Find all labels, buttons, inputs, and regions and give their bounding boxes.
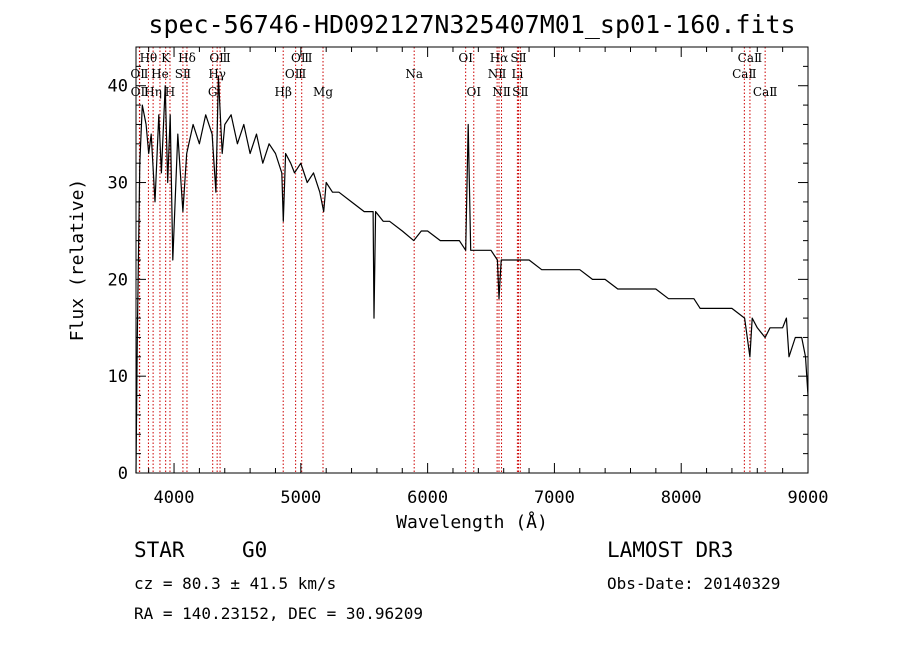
line-label-7: SⅡ <box>175 67 191 81</box>
line-label-21: NⅡ <box>492 85 511 99</box>
line-label-14: OⅢ <box>291 51 312 65</box>
line-label-5: K <box>161 51 171 65</box>
line-label-15: Mg <box>313 85 333 99</box>
redshift-readout: cz = 80.3 ± 41.5 km/s <box>134 574 337 593</box>
line-label-8: Hδ <box>178 51 196 65</box>
y-tick-label-3: 30 <box>108 174 128 194</box>
object-subclass: G0 <box>242 538 268 562</box>
obs-date: Obs-Date: 20140329 <box>607 574 781 593</box>
x-tick-label-4: 8000 <box>661 488 702 508</box>
x-tick-label-5: 9000 <box>788 488 829 508</box>
line-label-0: Hθ <box>140 51 158 65</box>
emission-line-labels: HθOⅡOⅡHηHeKHSⅡHδGOⅢHγHβOⅢOⅢMgNaOⅠOⅠHαNⅡN… <box>130 51 777 99</box>
x-axis-ticks: 4000 5000 6000 7000 8000 9000 <box>148 47 829 508</box>
line-label-27: CaⅡ <box>753 85 778 99</box>
y-tick-label-4: 40 <box>108 77 128 97</box>
line-label-17: OⅠ <box>458 51 473 65</box>
line-label-26: CaⅡ <box>732 67 757 81</box>
line-label-3: Hη <box>144 85 162 99</box>
coordinates: RA = 140.23152, DEC = 30.96209 <box>134 604 423 623</box>
chart-title: spec-56746-HD092127N325407M01_sp01-160.f… <box>148 10 795 39</box>
line-label-1: OⅡ <box>130 67 148 81</box>
survey-name: LAMOST DR3 <box>607 538 734 562</box>
line-label-10: OⅢ <box>209 51 230 65</box>
emission-line-markers <box>138 47 766 473</box>
line-label-6: H <box>165 85 175 99</box>
plot-frame <box>135 46 809 474</box>
line-label-20: NⅡ <box>488 67 507 81</box>
x-tick-label-2: 6000 <box>407 488 448 508</box>
line-label-4: He <box>151 67 169 81</box>
line-label-23: Li <box>511 67 523 81</box>
x-tick-label-1: 5000 <box>280 488 321 508</box>
line-label-19: Hα <box>490 51 509 65</box>
line-label-11: Hγ <box>208 67 226 81</box>
line-label-25: CaⅡ <box>738 51 763 65</box>
object-class: STAR <box>134 538 185 562</box>
y-tick-label-2: 20 <box>108 270 128 290</box>
y-axis-label: Flux (relative) <box>67 179 88 342</box>
y-tick-label-1: 10 <box>108 367 128 387</box>
line-label-12: Hβ <box>275 85 292 99</box>
line-label-9: G <box>208 85 218 99</box>
x-axis-label: Wavelength (Å) <box>396 511 548 533</box>
line-label-2: OⅡ <box>131 85 149 99</box>
line-label-16: Na <box>405 67 423 81</box>
spectrum-line <box>135 75 809 474</box>
x-tick-label-0: 4000 <box>154 488 195 508</box>
line-label-24: SⅡ <box>512 85 528 99</box>
line-label-13: OⅢ <box>285 67 306 81</box>
x-tick-label-3: 7000 <box>534 488 575 508</box>
line-label-18: OⅠ <box>466 85 481 99</box>
y-tick-label-0: 0 <box>118 464 128 484</box>
line-label-22: SⅡ <box>510 51 526 65</box>
y-axis-ticks: 0 10 20 30 40 <box>108 46 808 484</box>
